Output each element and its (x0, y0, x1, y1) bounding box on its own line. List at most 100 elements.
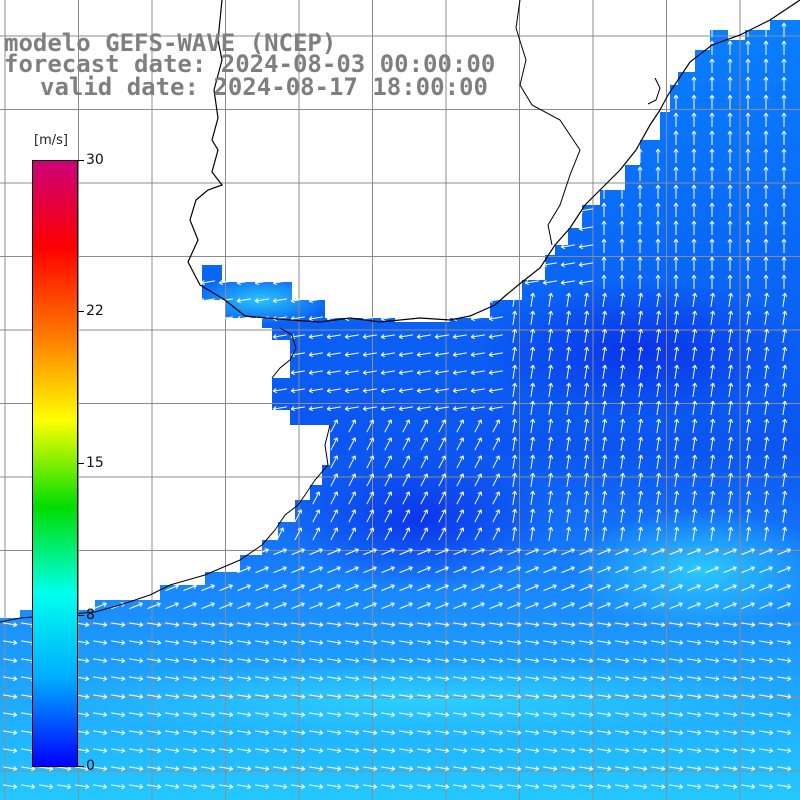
colorbar-tick-label: 8 (86, 607, 95, 623)
wind-arrow (453, 584, 467, 592)
wind-arrow (416, 370, 431, 376)
wind-arrow (759, 730, 774, 736)
wind-arrow (327, 676, 342, 682)
wind-arrow (165, 640, 180, 646)
wind-arrow (561, 602, 575, 610)
wind-arrow (615, 730, 630, 736)
wind-arrow (727, 94, 733, 109)
wind-arrow (746, 418, 752, 433)
wind-arrow (489, 730, 504, 736)
wind-arrow (692, 490, 698, 505)
wind-arrow (561, 622, 576, 628)
wind-arrow (381, 676, 396, 682)
wind-arrow (507, 584, 521, 592)
wind-arrow (673, 256, 679, 271)
wind-arrow (759, 658, 774, 664)
wind-arrow (417, 748, 432, 754)
wind-arrow (669, 566, 683, 574)
wind-arrow (710, 400, 716, 415)
wind-arrow (471, 766, 486, 772)
wind-arrow (566, 418, 572, 433)
wind-arrow (291, 712, 306, 718)
wind-arrow (727, 202, 733, 217)
wind-arrow (93, 766, 108, 772)
wind-arrow (579, 712, 594, 718)
wind-arrow (741, 694, 756, 700)
wind-arrow (602, 382, 608, 397)
wind-arrow (456, 455, 465, 469)
wind-arrow (638, 436, 644, 451)
wind-arrow (456, 419, 465, 433)
wind-arrow (435, 694, 450, 700)
wind-arrow (330, 419, 339, 433)
wind-arrow (566, 292, 572, 307)
wind-arrow (507, 712, 522, 718)
wind-arrow (638, 454, 644, 469)
wind-arrow (183, 784, 198, 790)
wind-arrow (345, 584, 359, 592)
border-line (515, 0, 581, 246)
wind-arrow (111, 658, 126, 664)
wind-arrow (290, 388, 305, 394)
wind-arrow (435, 566, 449, 574)
wind-arrow (728, 400, 734, 415)
wind-arrow (309, 640, 324, 646)
wind-arrow (602, 364, 608, 379)
wind-arrow (651, 566, 665, 574)
wind-arrow (308, 370, 323, 376)
wind-arrow (601, 256, 607, 271)
wind-arrow (3, 784, 18, 790)
wind-arrow (380, 388, 395, 394)
wind-arrow (745, 238, 751, 253)
wind-arrow (363, 766, 378, 772)
wind-arrow (165, 748, 180, 754)
wind-arrow (651, 602, 665, 610)
wind-arrow (435, 712, 450, 718)
wind-arrow (782, 328, 788, 343)
wind-arrow (723, 784, 738, 790)
wind-arrow (456, 527, 465, 541)
wind-arrow (345, 548, 359, 556)
wind-arrow (542, 262, 557, 268)
wind-arrow (745, 274, 751, 289)
wind-arrow (237, 602, 251, 610)
wind-arrow (345, 730, 360, 736)
wind-arrow (489, 694, 504, 700)
wind-arrow (669, 748, 684, 754)
wind-arrow (507, 548, 521, 556)
wind-arrow (579, 730, 594, 736)
wind-arrow (620, 508, 626, 523)
wind-arrow (651, 712, 666, 718)
wind-arrow (723, 548, 737, 556)
wind-arrow (327, 658, 342, 664)
wind-arrow (745, 148, 751, 163)
wind-arrow (474, 509, 483, 523)
wind-arrow (420, 473, 429, 487)
wind-arrow (620, 310, 626, 325)
wind-arrow (710, 490, 716, 505)
wind-arrow (255, 730, 270, 736)
wind-arrow (201, 730, 216, 736)
wind-arrow (507, 566, 521, 574)
wind-arrow (309, 748, 324, 754)
wind-arrow (782, 454, 788, 469)
wind-arrow (687, 748, 702, 754)
wind-arrow (710, 364, 716, 379)
wind-arrow (709, 238, 715, 253)
wind-arrow (129, 712, 144, 718)
wind-arrow (363, 566, 377, 574)
wind-arrow (183, 766, 198, 772)
wind-arrow (781, 112, 787, 127)
wind-arrow (543, 640, 558, 646)
wind-arrow (435, 622, 450, 628)
wind-arrow (291, 784, 306, 790)
wind-arrow (782, 472, 788, 487)
wind-arrow (530, 292, 536, 307)
wind-arrow (633, 730, 648, 736)
wind-arrow (620, 400, 626, 415)
wind-arrow (637, 256, 643, 271)
wind-arrow (727, 76, 733, 91)
wind-arrow (273, 658, 288, 664)
wind-arrow (308, 316, 323, 322)
wind-arrow (453, 566, 467, 574)
